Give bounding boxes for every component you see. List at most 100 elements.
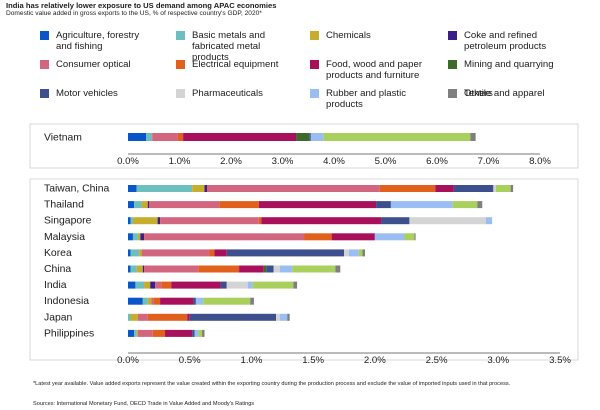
bar-segment-chemicals [147,297,152,305]
x-tick-label: 3.0% [272,156,294,167]
legend-swatch [448,60,457,69]
legend-swatch [176,60,185,69]
bar-segment-textile-and-apparel [358,249,363,257]
bar-segment-others [477,201,483,209]
bar-segment-food-wood-and-paper-products-and-furniture [435,185,454,192]
bar-segment-agriculture-forestry-and-fishing [128,281,136,289]
bar-segment-basic-metals-and-fabricated-metal-products [146,133,153,141]
legend-swatch [40,60,49,69]
regional-panel-frame [29,178,579,361]
bar-segment-rubber-and-plastic-products [279,265,293,273]
bar-segment-electrical-equipment [304,233,332,241]
legend-swatch [310,31,319,40]
bar-segment-agriculture-forestry-and-fishing [128,233,133,241]
vietnam-panel: 0.0% 1.0% 2.0% 3.0% 4.0% 5.0% 6.0% 7.0% 8.0% Viet… [44,133,551,168]
bar-segment-chemicals [144,281,151,289]
bar-segment-others [510,185,514,192]
footnote: *Latest year available. Value added expo… [33,381,511,387]
legend-label: Chemicals [326,30,371,41]
bar-segment-consumer-optical [144,265,199,273]
bar-segment-basic-metals-and-fabricated-metal-products [142,297,148,305]
legend-label: Others [464,88,493,99]
bar-segment-motor-vehicles [381,217,410,225]
bar-segment-textile-and-apparel [292,265,336,273]
bar-segment-consumer-optical [151,297,154,305]
bar-segment-chemicals [141,201,148,209]
bar-segment-chemicals [136,329,138,337]
bar-segment-pharmaceuticals [493,185,496,192]
bar-segment-textile-and-apparel [452,201,478,209]
legend-item-chemicals: Chemicals [310,30,430,41]
legend-swatch [310,89,319,98]
category-label: Philippines [44,328,94,339]
bar-segment-electrical-equipment [161,281,172,289]
bar-segment-electrical-equipment [219,201,259,209]
bar-segment-motor-vehicles [453,185,494,192]
x-tick-label: 1.0% [240,355,262,366]
bar-segment-food-wood-and-paper-products-and-furniture [331,233,375,241]
bar-segment-food-wood-and-paper-products-and-furniture [187,313,190,321]
bar-row-thailand: Thailand [44,200,483,211]
legend-item-mining-and-quarrying: Mining and quarrying [448,59,568,70]
bar-segment-consumer-optical [152,133,178,141]
bar-segment-basic-metals-and-fabricated-metal-products [128,313,131,321]
bar-segment-textile-and-apparel [252,281,294,289]
legend-label: Motor vehicles [56,88,118,99]
bar-segment-rubber-and-plastic-products [485,217,493,225]
chart-subtitle: Domestic value added in gross exports to… [6,10,262,17]
bar-segment-electrical-equipment [152,329,166,337]
bar-segment-consumer-optical [144,233,305,241]
x-tick-label: 0.0% [117,156,139,167]
category-label: Vietnam [44,133,82,144]
bar-segment-coke-and-refined-petroleum-products [204,185,207,192]
bar-segment-agriculture-forestry-and-fishing [128,201,135,209]
legend-label: Pharmaceuticals [192,88,263,99]
bar-row-singapore: Singapore [44,216,493,227]
legend-label: Basic metals and fabricated metal produc… [192,30,266,63]
legend-label: Food, wood and paper products and furnit… [326,59,423,81]
category-label: India [44,280,67,291]
legend-item-coke-and-refined-petroleum-products: Coke and refined petroleum products [448,30,568,52]
bar-segment-basic-metals-and-fabricated-metal-products [130,265,137,273]
bar-segment-electrical-equipment [258,217,262,225]
bar-segment-chemicals [192,185,205,192]
bar-segment-consumer-optical [148,201,220,209]
category-label: Thailand [44,200,84,211]
x-tick-label: 5.0% [375,156,397,167]
bar-segment-rubber-and-plastic-products [390,201,453,209]
x-tick-label: 0.0% [117,355,139,366]
bar-segment-food-wood-and-paper-products-and-furniture [171,281,221,289]
bar-segment-chemicals [139,249,142,257]
bar-segment-pharmaceuticals [344,249,349,257]
bar-segment-coke-and-refined-petroleum-products [147,201,149,209]
bar-segment-others [293,281,298,289]
chart-title: India has relatively lower exposure to U… [6,1,277,10]
bar-segment-others [250,297,254,305]
bar-segment-agriculture-forestry-and-fishing [128,329,135,337]
bar-segment-electrical-equipment [147,313,188,321]
bar-segment-coke-and-refined-petroleum-products [140,233,145,241]
bar-segment-mining-and-quarrying [296,133,310,141]
legend-item-food-wood-and-paper-products-and-furniture: Food, wood and paper products and furnit… [310,59,430,81]
bar-segment-motor-vehicles [266,265,274,273]
x-tick-label: 6.0% [426,156,448,167]
legend-item-rubber-and-plastic-products: Rubber and plastic products [310,88,430,110]
bar-segment-basic-metals-and-fabricated-metal-products [136,185,193,192]
bar-segment-textile-and-apparel [404,233,415,241]
regional-panel: 0.0% 0.5% 1.0% 1.5% 2.0% 2.5% 3.0% 3.5% Taiwan, … [44,184,571,367]
bar-segment-food-wood-and-paper-products-and-furniture [261,217,382,225]
bar-segment-consumer-optical [137,313,148,321]
chart-canvas: 0.0% 1.0% 2.0% 3.0% 4.0% 5.0% 6.0% 7.0% 8.0% Viet… [29,123,579,367]
bar-segment-rubber-and-plastic-products [310,133,324,141]
bar-segment-electrical-equipment [198,265,240,273]
x-tick-label: 7.0% [478,156,500,167]
x-tick-label: 2.5% [426,355,448,366]
bar-segment-consumer-optical [160,217,259,225]
legend: Agriculture, forestry and fishing Basic m… [40,30,580,116]
bar-segment-electrical-equipment [177,133,184,141]
category-label: Korea [44,248,72,259]
legend-label: Coke and refined petroleum products [464,30,547,52]
vietnam-panel-frame [29,123,579,169]
bar-segment-pharmaceuticals [273,265,280,273]
legend-swatch [310,60,319,69]
